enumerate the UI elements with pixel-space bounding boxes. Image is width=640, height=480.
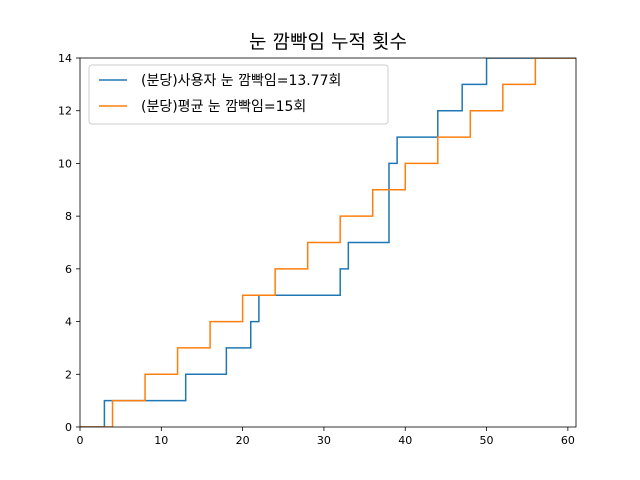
legend: (분당)사용자 눈 깜빡임=13.77회 (분당)평균 눈 깜빡임=15회	[88, 64, 389, 125]
x-tick-label: 30	[317, 434, 331, 447]
x-tick-label: 60	[561, 434, 575, 447]
series-line-1	[80, 58, 576, 427]
x-tick-label: 10	[154, 434, 168, 447]
legend-label-2: (분당)평균 눈 깜빡임=15회	[141, 99, 306, 115]
x-tick-label: 40	[398, 434, 412, 447]
chart-title: 눈 깜빡임 누적 횟수	[249, 31, 407, 53]
x-tick-label: 0	[77, 434, 84, 447]
x-tick-label: 20	[236, 434, 250, 447]
y-tick-label: 0	[65, 421, 72, 434]
axes-layer: 0 10 20 30 40 50 60 0 2 4 6 8 10 12 14	[58, 52, 577, 447]
y-tick-label: 4	[65, 316, 72, 329]
y-tick-label: 10	[58, 157, 72, 170]
y-tick-label: 12	[58, 105, 72, 118]
series-line-2	[80, 58, 576, 427]
y-tick-label: 8	[65, 210, 72, 223]
x-tick-label: 50	[480, 434, 494, 447]
plot-frame	[79, 57, 577, 428]
legend-label-1: (분당)사용자 눈 깜빡임=13.77회	[141, 73, 341, 89]
y-tick-label: 2	[65, 368, 72, 381]
legend-box	[88, 64, 389, 125]
series-layer	[80, 58, 576, 427]
y-tick-label: 14	[58, 52, 72, 65]
y-tick-label: 6	[65, 263, 72, 276]
